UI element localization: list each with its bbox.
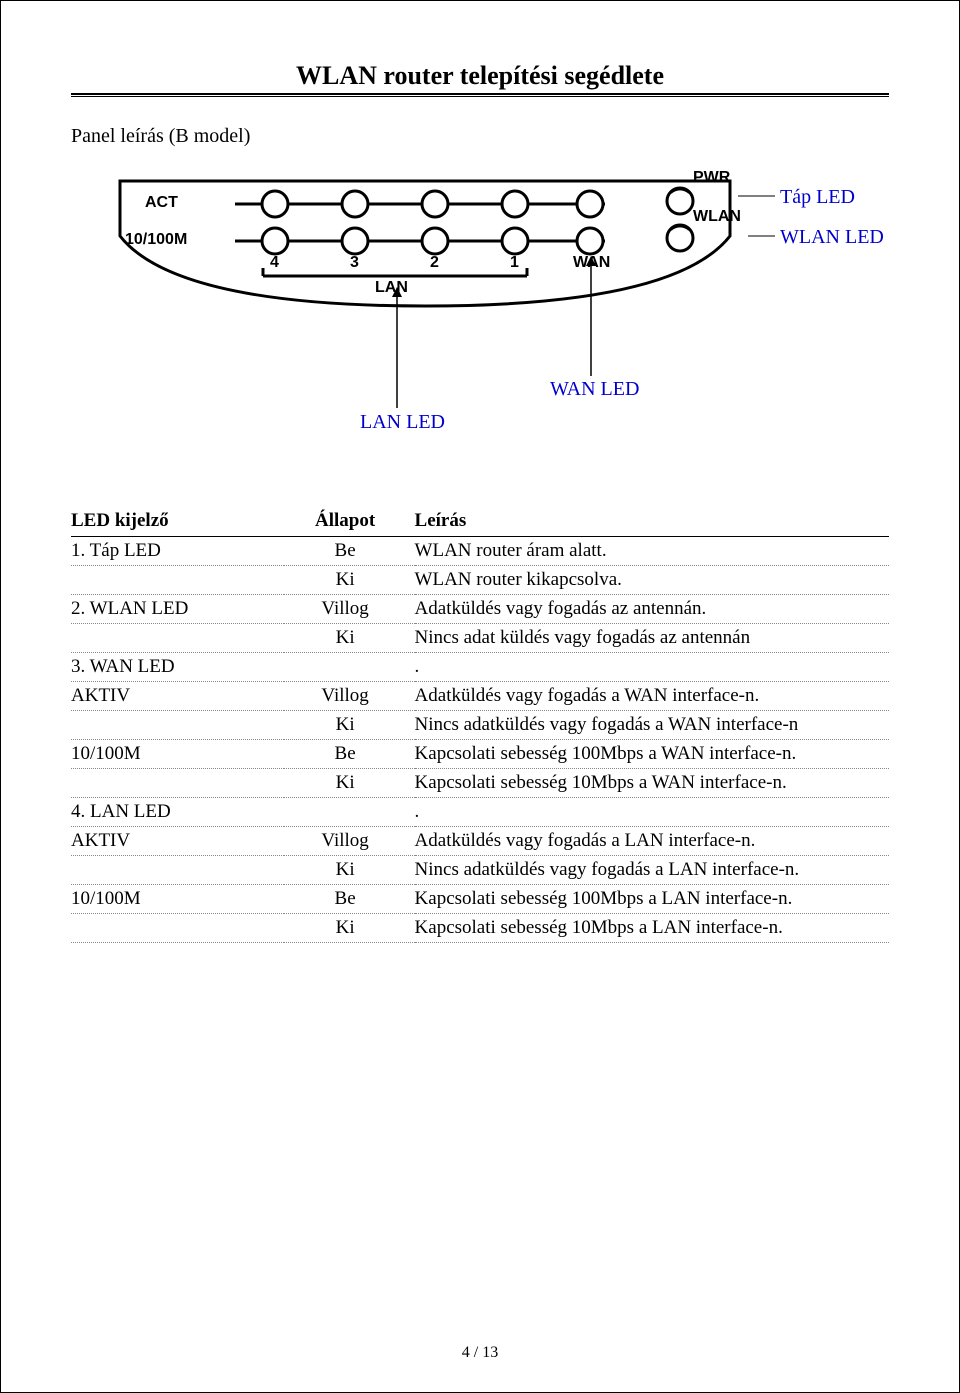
router-panel-diagram: ACT 10/100M 4 3 2 1 LAN WAN PWR WLAN Táp… — [75, 166, 885, 466]
table-row: KiKapcsolati sebesség 10Mbps a WAN inter… — [71, 769, 889, 798]
cell-c2: Be — [284, 740, 415, 769]
th-leiras: Leírás — [415, 506, 889, 537]
table-row: 4. LAN LED. — [71, 798, 889, 827]
table-row: 3. WAN LED. — [71, 653, 889, 682]
cell-c1: 3. WAN LED — [71, 653, 284, 682]
cell-c2: Villog — [284, 827, 415, 856]
table-header-row: LED kijelző Állapot Leírás — [71, 506, 889, 537]
table-row: 10/100MBeKapcsolati sebesség 100Mbps a L… — [71, 885, 889, 914]
cell-c3: WLAN router áram alatt. — [415, 537, 889, 566]
callout-tap-led: Táp LED — [780, 186, 855, 209]
title-block: WLAN router telepítési segédlete — [71, 61, 889, 97]
cell-c3: Kapcsolati sebesség 10Mbps a WAN interfa… — [415, 769, 889, 798]
cell-c1 — [71, 624, 284, 653]
cell-c3: WLAN router kikapcsolva. — [415, 566, 889, 595]
cell-c2 — [284, 798, 415, 827]
callout-lan-led: LAN LED — [360, 411, 445, 434]
page-footer: 4 / 13 — [1, 1344, 959, 1362]
cell-c2: Ki — [284, 624, 415, 653]
callout-wlan-led: WLAN LED — [780, 226, 884, 249]
cell-c1: 10/100M — [71, 885, 284, 914]
cell-c1: AKTIV — [71, 827, 284, 856]
cell-c2: Be — [284, 885, 415, 914]
table-row: KiKapcsolati sebesség 10Mbps a LAN inter… — [71, 914, 889, 943]
cell-c3: Kapcsolati sebesség 100Mbps a LAN interf… — [415, 885, 889, 914]
callout-svg — [75, 166, 885, 466]
cell-c3: Nincs adat küldés vagy fogadás az antenn… — [415, 624, 889, 653]
cell-c1 — [71, 566, 284, 595]
table-row: KiNincs adat küldés vagy fogadás az ante… — [71, 624, 889, 653]
cell-c3: Nincs adatküldés vagy fogadás a LAN inte… — [415, 856, 889, 885]
cell-c3: Adatküldés vagy fogadás a WAN interface-… — [415, 682, 889, 711]
cell-c2: Ki — [284, 856, 415, 885]
cell-c2: Ki — [284, 711, 415, 740]
cell-c1 — [71, 769, 284, 798]
cell-c3: Kapcsolati sebesség 10Mbps a LAN interfa… — [415, 914, 889, 943]
table-row: AKTIVVillogAdatküldés vagy fogadás a LAN… — [71, 827, 889, 856]
cell-c3: . — [415, 653, 889, 682]
cell-c3: Adatküldés vagy fogadás az antennán. — [415, 595, 889, 624]
cell-c1 — [71, 711, 284, 740]
cell-c2: Be — [284, 537, 415, 566]
cell-c3: Kapcsolati sebesség 100Mbps a WAN interf… — [415, 740, 889, 769]
cell-c2 — [284, 653, 415, 682]
table-row: KiNincs adatküldés vagy fogadás a WAN in… — [71, 711, 889, 740]
table-row: KiWLAN router kikapcsolva. — [71, 566, 889, 595]
cell-c2: Ki — [284, 914, 415, 943]
cell-c2: Ki — [284, 769, 415, 798]
cell-c2: Villog — [284, 682, 415, 711]
cell-c1: 1. Táp LED — [71, 537, 284, 566]
cell-c1: 2. WLAN LED — [71, 595, 284, 624]
table-row: 2. WLAN LEDVillogAdatküldés vagy fogadás… — [71, 595, 889, 624]
led-table: LED kijelző Állapot Leírás 1. Táp LEDBeW… — [71, 506, 889, 943]
table-row: 1. Táp LEDBeWLAN router áram alatt. — [71, 537, 889, 566]
cell-c1: 10/100M — [71, 740, 284, 769]
cell-c3: . — [415, 798, 889, 827]
subtitle: Panel leírás (B model) — [71, 125, 889, 148]
th-allapot: Állapot — [284, 506, 415, 537]
th-led: LED kijelző — [71, 506, 284, 537]
table-row: KiNincs adatküldés vagy fogadás a LAN in… — [71, 856, 889, 885]
cell-c1 — [71, 914, 284, 943]
document-page: WLAN router telepítési segédlete Panel l… — [0, 0, 960, 1393]
cell-c3: Nincs adatküldés vagy fogadás a WAN inte… — [415, 711, 889, 740]
cell-c1: 4. LAN LED — [71, 798, 284, 827]
table-row: AKTIVVillogAdatküldés vagy fogadás a WAN… — [71, 682, 889, 711]
title-underline — [71, 93, 889, 97]
cell-c3: Adatküldés vagy fogadás a LAN interface-… — [415, 827, 889, 856]
cell-c2: Ki — [284, 566, 415, 595]
callout-wan-led: WAN LED — [550, 378, 639, 401]
cell-c1 — [71, 856, 284, 885]
page-title: WLAN router telepítési segédlete — [296, 61, 664, 90]
cell-c1: AKTIV — [71, 682, 284, 711]
table-row: 10/100MBeKapcsolati sebesség 100Mbps a W… — [71, 740, 889, 769]
cell-c2: Villog — [284, 595, 415, 624]
